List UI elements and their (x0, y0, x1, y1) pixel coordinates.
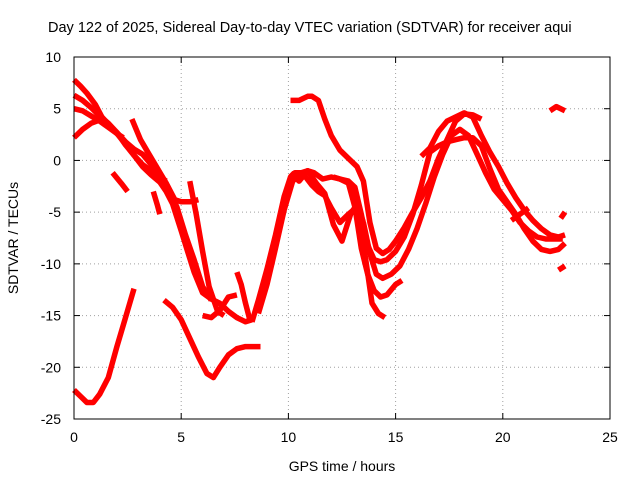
chart-title: Day 122 of 2025, Sidereal Day-to-day VTE… (48, 20, 572, 36)
x-tick-label: 0 (70, 429, 78, 445)
plot-frame (73, 56, 611, 420)
x-tick-label: 15 (388, 429, 404, 445)
series-trace-s9 (201, 292, 238, 321)
series-trace-s22 (557, 263, 567, 273)
series-trace-s6 (110, 171, 130, 194)
grid (74, 57, 610, 419)
y-tick-label: -10 (41, 256, 61, 272)
x-tick-label: 10 (281, 429, 297, 445)
series-trace-s10 (234, 271, 253, 321)
series-trace-s13 (249, 168, 404, 323)
y-axis-label: SDTVAR / TECUs (5, 182, 21, 294)
series-trace-s5 (129, 118, 200, 205)
series-trace-s21 (548, 103, 567, 114)
y-tick-label: 5 (53, 101, 61, 117)
x-tick-label: 20 (495, 429, 511, 445)
series-trace-s7 (150, 190, 163, 215)
series-trace-s15 (288, 168, 367, 244)
data-series (72, 77, 568, 406)
series-trace-s4 (73, 106, 125, 140)
series-trace-s3 (72, 117, 168, 184)
series-trace-s18 (360, 126, 563, 282)
series-trace-s12 (72, 287, 137, 406)
x-axis-label: GPS time / hours (289, 458, 396, 474)
y-tick-label: -5 (49, 204, 62, 220)
axis-ticks: 0 5 10 15 20 25 -25 -20 -15 -10 -5 0 5 10 (41, 49, 618, 445)
series-trace-s20 (509, 205, 531, 223)
y-tick-label: 0 (53, 152, 61, 168)
x-tick-label: 25 (602, 429, 618, 445)
y-tick-label: -25 (41, 411, 61, 427)
x-tick-label: 5 (177, 429, 185, 445)
y-tick-label: -15 (41, 308, 61, 324)
series-trace-s11 (162, 297, 261, 381)
y-tick-label: -20 (41, 359, 61, 375)
series-trace-s19 (419, 110, 566, 240)
series-trace-s2 (72, 92, 214, 302)
y-tick-label: 10 (45, 49, 61, 65)
series-trace-s23 (558, 210, 568, 220)
